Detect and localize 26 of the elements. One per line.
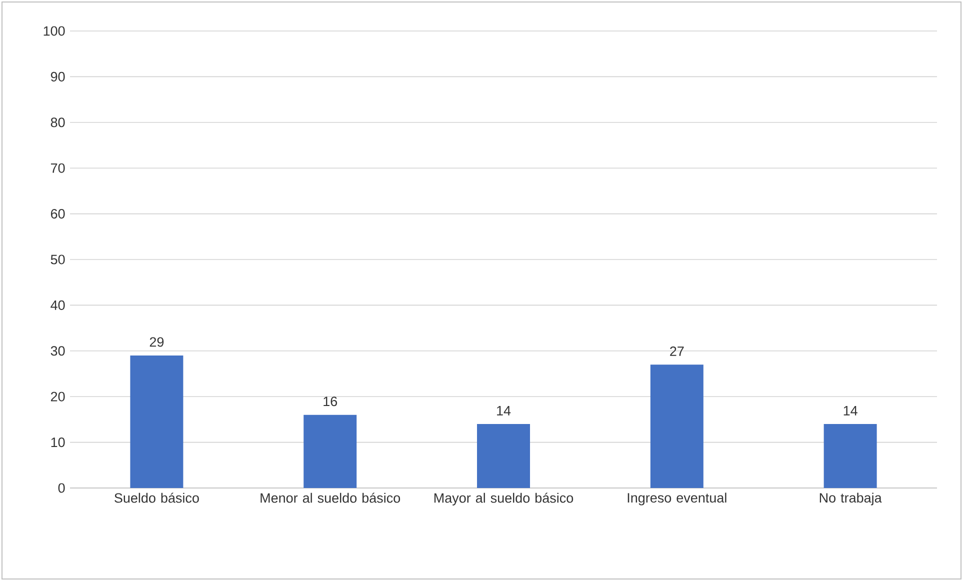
data-label: 14 — [497, 406, 511, 416]
bar — [304, 414, 357, 488]
y-tick-label: 30 — [50, 346, 65, 356]
x-tick-label: Mayor al sueldo básico — [434, 492, 574, 506]
y-tick-label: 50 — [50, 254, 65, 264]
y-tick-label: 90 — [50, 72, 65, 82]
x-tick-label: No trabaja — [820, 492, 882, 506]
y-tick-label: 20 — [50, 392, 65, 402]
data-label: 27 — [670, 346, 684, 356]
bar — [650, 364, 704, 488]
y-tick-label: 80 — [50, 118, 65, 128]
y-tick-label: 0 — [58, 483, 65, 493]
x-tick-label: Sueldo básico — [114, 492, 199, 503]
y-tick-label: 40 — [50, 300, 65, 310]
data-label: 16 — [324, 396, 338, 406]
y-tick-label: 70 — [50, 163, 65, 173]
x-tick-label: Menor al sueldo básico — [260, 492, 400, 503]
bar — [477, 424, 530, 488]
bar — [130, 355, 184, 488]
y-tick-label: 60 — [50, 209, 65, 219]
data-label: 29 — [150, 337, 164, 347]
y-tick-label: 10 — [51, 438, 65, 448]
data-label: 14 — [844, 406, 858, 416]
y-tick-label: 100 — [44, 26, 65, 36]
bar — [824, 424, 877, 488]
x-tick-label: Ingreso eventual — [628, 492, 726, 506]
